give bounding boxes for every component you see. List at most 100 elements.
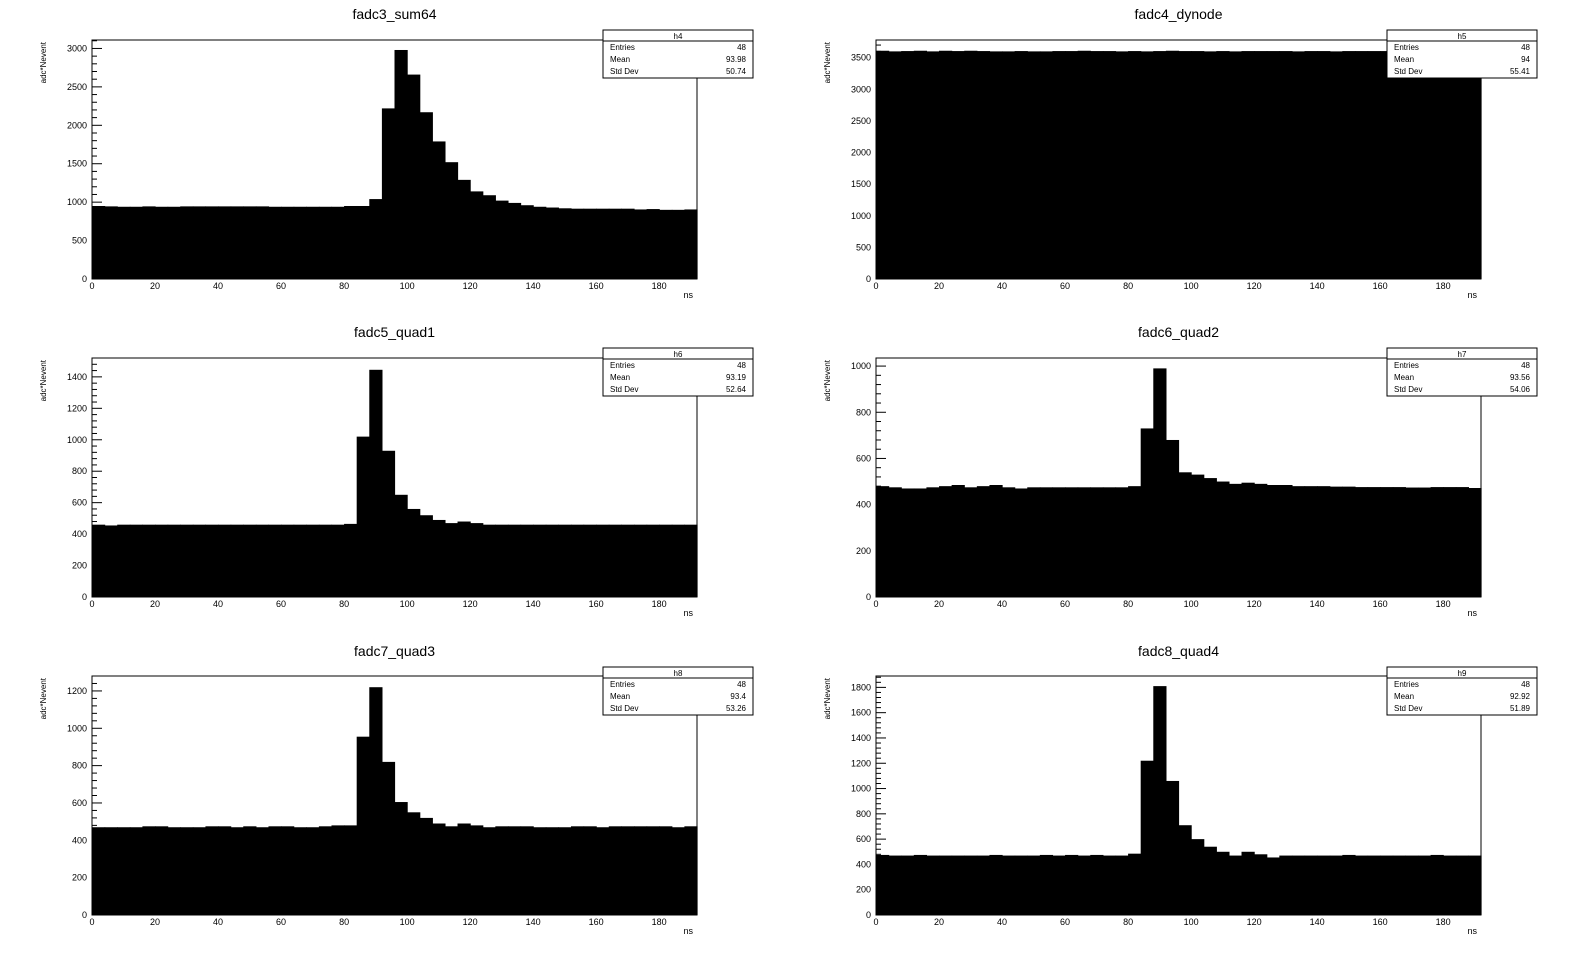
y-tick-label: 0 [866,592,871,602]
histogram-bar [520,826,534,915]
y-tick-label: 1500 [851,179,871,189]
histogram-bar [671,209,685,279]
histogram-bar [293,827,307,915]
histogram-bar [583,524,597,597]
histogram-bar [633,209,648,279]
histogram-bar [495,200,509,279]
x-tick-label: 20 [150,281,160,291]
histogram-bar [1291,855,1306,915]
stats-name: h4 [674,32,683,41]
histogram-bar [964,855,978,915]
histogram-bar [281,524,295,597]
histogram-bar [1266,51,1280,279]
y-tick-label: 200 [72,873,87,883]
histogram-bar [1039,51,1054,279]
histogram-bar [646,209,660,279]
histogram-bar [1443,487,1457,597]
histogram-bar [545,207,559,279]
histogram-bar [470,191,484,279]
histogram-bar [1027,51,1041,279]
histogram-bar [129,524,144,597]
histogram-bar [1241,482,1255,597]
histogram-bar [1228,483,1243,597]
y-tick-label: 1200 [851,758,871,768]
stats-label: Mean [610,373,630,382]
histogram-bar [1203,51,1217,279]
x-tick-label: 120 [463,599,478,609]
stats-value: 50.74 [726,67,747,76]
stats-value: 48 [737,43,746,52]
histogram-bar [1191,51,1205,279]
histogram-bar [633,826,648,915]
histogram-bar [205,206,219,279]
histogram-bar [167,524,181,597]
histogram-bar [659,826,673,915]
histogram-bar [926,487,940,597]
histogram-bar [1153,51,1167,279]
stats-value: 48 [1521,680,1530,689]
histogram-bar [1266,857,1280,915]
histogram-bar [218,206,232,279]
x-tick-label: 40 [997,281,1007,291]
histogram-bar [381,761,396,915]
histogram-bar [230,206,244,279]
histogram-bar [1380,855,1394,915]
histogram-bar [1291,51,1306,279]
histogram-bar [989,854,1003,915]
histogram-bar [495,524,509,597]
y-tick-label: 500 [72,236,87,246]
histogram-bar [142,524,156,597]
histogram-bar [1468,855,1482,915]
x-tick-label: 160 [589,917,604,927]
histogram-bar [558,208,572,279]
histogram-bar [1367,487,1381,597]
stats-name: h9 [1458,669,1467,678]
histogram-bar [1304,855,1318,915]
y-tick-label: 200 [856,546,871,556]
histogram-bar [1115,855,1129,915]
stats-value: 48 [737,680,746,689]
histogram-bar [192,524,207,597]
y-tick-label: 800 [72,761,87,771]
histogram-bar [507,202,522,279]
x-tick-label: 100 [400,599,415,609]
histogram-bar [444,523,459,597]
y-tick-label: 500 [856,242,871,252]
histogram-bar [926,51,940,279]
y-axis-label: adc*Nevent [823,359,832,401]
y-tick-label: 1000 [67,197,87,207]
stats-value: 51.89 [1510,704,1531,713]
x-tick-label: 0 [873,281,878,291]
histogram-bar [344,205,358,279]
histogram-bar [1354,51,1369,279]
histogram-bar [570,826,585,915]
histogram-bar [976,855,991,915]
histogram-bar [1342,486,1356,597]
histogram-bar [255,827,270,915]
stats-box [602,29,754,79]
y-tick-label: 1200 [67,686,87,696]
histogram-bar [1039,487,1054,597]
y-tick-label: 0 [82,274,87,284]
histogram-bar [533,206,547,279]
histogram-bar [155,206,169,279]
histogram-bar [1443,51,1457,279]
histogram-bar [545,827,559,915]
histogram-bar [1128,853,1142,915]
histogram-bar [951,51,965,279]
histogram-bar [1077,487,1091,597]
histogram-bar [268,524,282,597]
histogram-bar [369,369,383,597]
histogram-bar [1102,487,1117,597]
histogram-bar [1165,50,1180,280]
chart-title: fadc4_dynode [1135,6,1223,22]
y-tick-label: 400 [72,835,87,845]
histogram-bar [230,524,244,597]
histogram-bar [1392,487,1406,597]
x-tick-label: 20 [934,917,944,927]
histogram-bar [394,49,408,279]
x-axis-label: ns [1467,290,1477,300]
histogram-bar [1115,487,1129,597]
x-tick-label: 40 [213,917,223,927]
y-tick-label: 1000 [67,723,87,733]
